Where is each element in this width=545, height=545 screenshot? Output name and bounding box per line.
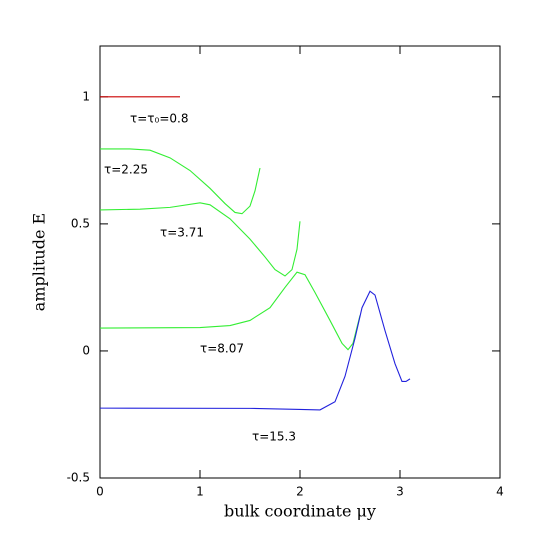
y-tick-label: -0.5	[67, 471, 90, 485]
series-line	[99, 290, 411, 411]
x-tick-label: 3	[396, 485, 404, 499]
x-tick-label: 1	[196, 485, 204, 499]
curve-label: τ=2.25	[104, 163, 148, 177]
curve-label: τ=τ₀=0.8	[130, 112, 188, 126]
y-tick-label: 0	[82, 343, 90, 357]
series-line	[99, 271, 361, 351]
x-axis-label: bulk coordinate μy	[224, 502, 376, 521]
series-line	[99, 202, 301, 277]
curve-label: τ=8.07	[200, 342, 244, 356]
y-axis-label: amplitude E	[30, 213, 49, 311]
curve-label: τ=3.71	[160, 226, 204, 240]
curve-label: τ=15.3	[252, 430, 296, 444]
x-tick-label: 2	[296, 485, 304, 499]
x-tick-label: 0	[96, 485, 104, 499]
y-tick-label: 1	[82, 89, 90, 103]
x-tick-label: 4	[496, 485, 504, 499]
y-tick-label: 0.5	[71, 216, 90, 230]
series-line	[100, 148, 261, 215]
